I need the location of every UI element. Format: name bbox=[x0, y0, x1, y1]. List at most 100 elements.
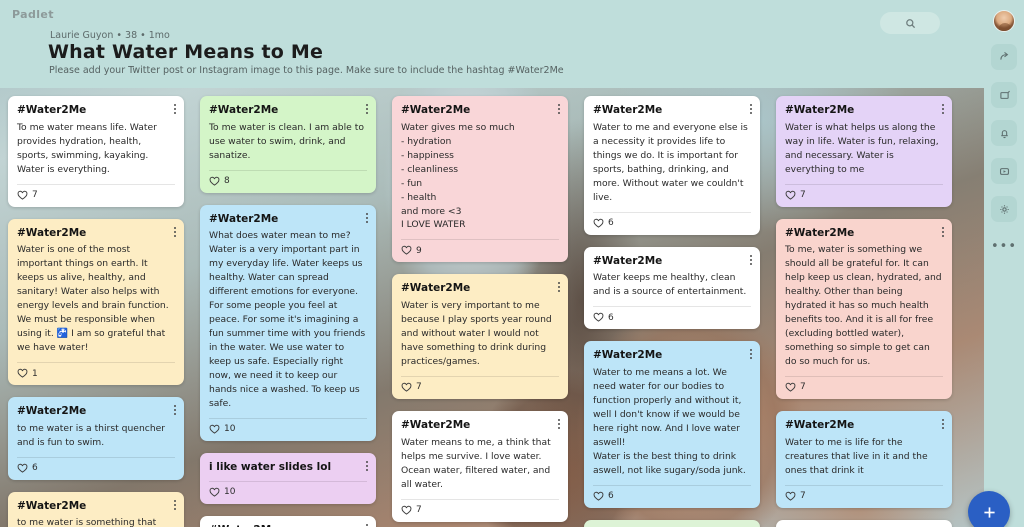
card-menu-icon[interactable] bbox=[366, 460, 369, 473]
card-body: to me water is a thirst quencher and is … bbox=[17, 422, 166, 448]
card-menu-icon[interactable] bbox=[558, 282, 561, 294]
card-menu-icon[interactable] bbox=[174, 405, 177, 417]
share-button[interactable] bbox=[991, 44, 1017, 70]
like-count: 10 bbox=[224, 424, 236, 435]
plus-icon bbox=[983, 506, 995, 518]
card-menu-icon[interactable] bbox=[366, 212, 369, 225]
card-title: #Water2Me bbox=[401, 104, 471, 116]
card-title: #Water2Me bbox=[209, 104, 279, 116]
slideshow-button[interactable] bbox=[991, 158, 1017, 184]
card-menu-icon[interactable] bbox=[174, 104, 177, 116]
card-like-row[interactable]: 6 bbox=[593, 306, 751, 323]
add-post-button[interactable] bbox=[968, 491, 1010, 527]
card-title: i like water slides lol bbox=[209, 460, 332, 473]
card-like-row[interactable]: 7 bbox=[401, 375, 559, 393]
frame-icon bbox=[999, 90, 1010, 99]
heart-icon bbox=[593, 312, 604, 322]
more-icon[interactable]: ••• bbox=[990, 239, 1017, 254]
card-body: To me water means life. Water provides h… bbox=[17, 121, 157, 175]
card-like-row[interactable]: 10 bbox=[209, 480, 367, 498]
card-menu-icon[interactable] bbox=[750, 254, 753, 267]
card-body: Water means to me, a think that helps me… bbox=[401, 436, 551, 490]
board-meta: Laurie Guyon • 38 • 1mo bbox=[50, 30, 170, 41]
like-count: 7 bbox=[416, 382, 422, 393]
post-card[interactable]: #Water2Me To me water is clean. I am able… bbox=[200, 96, 376, 193]
post-card[interactable]: #Water2Me Water gives me so much - hydrat… bbox=[392, 96, 568, 263]
card-like-row[interactable]: 7 bbox=[17, 183, 175, 201]
card-title: #Water2Me bbox=[401, 282, 471, 295]
like-count: 7 bbox=[800, 190, 806, 201]
card-menu-icon[interactable] bbox=[942, 418, 945, 431]
share-icon bbox=[999, 51, 1008, 60]
board-columns: #Water2Me To me water means life. Water p… bbox=[0, 88, 984, 527]
column-1: #Water2Me To me water means life. Water p… bbox=[0, 88, 192, 527]
post-card[interactable]: #Water2Me Water is what helps us along th… bbox=[776, 96, 952, 207]
post-card[interactable]: #Water2Me Water is one of the most import… bbox=[8, 218, 184, 385]
card-menu-icon[interactable] bbox=[942, 104, 945, 116]
card-menu-icon[interactable] bbox=[366, 104, 369, 116]
post-card[interactable]: #Water2Me Water is very important to me b… bbox=[392, 274, 568, 399]
post-card[interactable]: #Water2Me What does water mean to me? Wat… bbox=[200, 204, 376, 441]
notifications-button[interactable] bbox=[991, 120, 1017, 146]
like-count: 7 bbox=[32, 190, 38, 201]
like-count: 7 bbox=[416, 505, 422, 516]
column-4: #Water2Me Water to me and everyone else i… bbox=[576, 88, 768, 527]
post-card[interactable]: #Water2Me Water to me is life for the cre… bbox=[776, 410, 952, 508]
card-menu-icon[interactable] bbox=[942, 226, 945, 239]
post-card[interactable]: #Water2Me Water to me means a lot. We nee… bbox=[584, 341, 760, 508]
board-description: Please add your Twitter post or Instagra… bbox=[49, 65, 564, 76]
card-menu-icon[interactable] bbox=[750, 104, 753, 116]
heart-icon bbox=[785, 491, 796, 501]
post-card[interactable]: #Water2Me To me water means life. Water p… bbox=[8, 96, 184, 207]
card-menu-icon[interactable] bbox=[366, 523, 369, 527]
card-like-row[interactable]: 6 bbox=[17, 456, 175, 474]
card-menu-icon[interactable] bbox=[174, 226, 177, 239]
like-count: 8 bbox=[224, 176, 230, 187]
padlet-logo[interactable]: Padlet bbox=[12, 8, 54, 21]
card-body: To me, water is something we should all … bbox=[785, 244, 942, 367]
card-body: Water to me means a lot. We need water f… bbox=[593, 366, 746, 476]
card-like-row[interactable]: 1 bbox=[17, 362, 175, 379]
like-count: 7 bbox=[800, 382, 806, 393]
card-like-row[interactable]: 7 bbox=[785, 484, 943, 502]
post-card[interactable]: #Water2Me bbox=[584, 519, 760, 527]
card-like-row[interactable]: 6 bbox=[593, 211, 751, 229]
avatar[interactable] bbox=[993, 10, 1015, 32]
card-like-row[interactable]: 10 bbox=[209, 417, 367, 435]
card-like-row[interactable]: 7 bbox=[785, 183, 943, 201]
gear-icon bbox=[999, 204, 1009, 214]
settings-button[interactable] bbox=[991, 196, 1017, 222]
card-body: Water is what helps us along the way in … bbox=[785, 121, 939, 175]
post-card[interactable]: #Water2Me to me water is a thirst quenche… bbox=[8, 397, 184, 480]
like-count: 7 bbox=[800, 491, 806, 502]
card-title: #Water2Me bbox=[209, 524, 367, 527]
card-menu-icon[interactable] bbox=[558, 418, 561, 431]
post-card[interactable]: i like water slides lol 10 bbox=[200, 452, 376, 504]
card-title: #Water2Me bbox=[17, 499, 87, 512]
heart-icon bbox=[785, 190, 796, 200]
card-like-row[interactable]: 7 bbox=[785, 375, 943, 393]
card-like-row[interactable]: 9 bbox=[401, 239, 559, 256]
heart-icon bbox=[593, 491, 604, 501]
card-menu-icon[interactable] bbox=[750, 349, 753, 361]
post-card[interactable]: #Water2Mewater helps me survive and it i… bbox=[776, 519, 952, 527]
post-card[interactable]: #Water2Me Water keeps me healthy, clean a… bbox=[584, 246, 760, 330]
card-menu-icon[interactable] bbox=[174, 499, 177, 512]
post-card[interactable]: #Water2Me To me, water is something we sh… bbox=[776, 218, 952, 399]
card-menu-icon[interactable] bbox=[558, 104, 561, 116]
post-card[interactable]: #Water2Me Water to me and everyone else i… bbox=[584, 96, 760, 235]
card-body: Water gives me so much - hydration - hap… bbox=[401, 121, 515, 231]
like-count: 6 bbox=[32, 463, 38, 474]
card-like-row[interactable]: 8 bbox=[209, 169, 367, 187]
card-like-row[interactable]: 6 bbox=[593, 484, 751, 502]
remake-button[interactable] bbox=[991, 82, 1017, 108]
like-count: 6 bbox=[608, 218, 614, 228]
card-title: #Water2Me bbox=[17, 226, 87, 239]
post-card[interactable]: #Water2Me to me water is something that m… bbox=[8, 491, 184, 527]
page-title[interactable]: What Water Means to Me bbox=[48, 41, 324, 63]
post-card[interactable]: #Water2Me Water means to me, a think that… bbox=[392, 410, 568, 522]
heart-icon bbox=[401, 505, 412, 515]
card-like-row[interactable]: 7 bbox=[401, 498, 559, 516]
search-input[interactable] bbox=[880, 12, 940, 34]
